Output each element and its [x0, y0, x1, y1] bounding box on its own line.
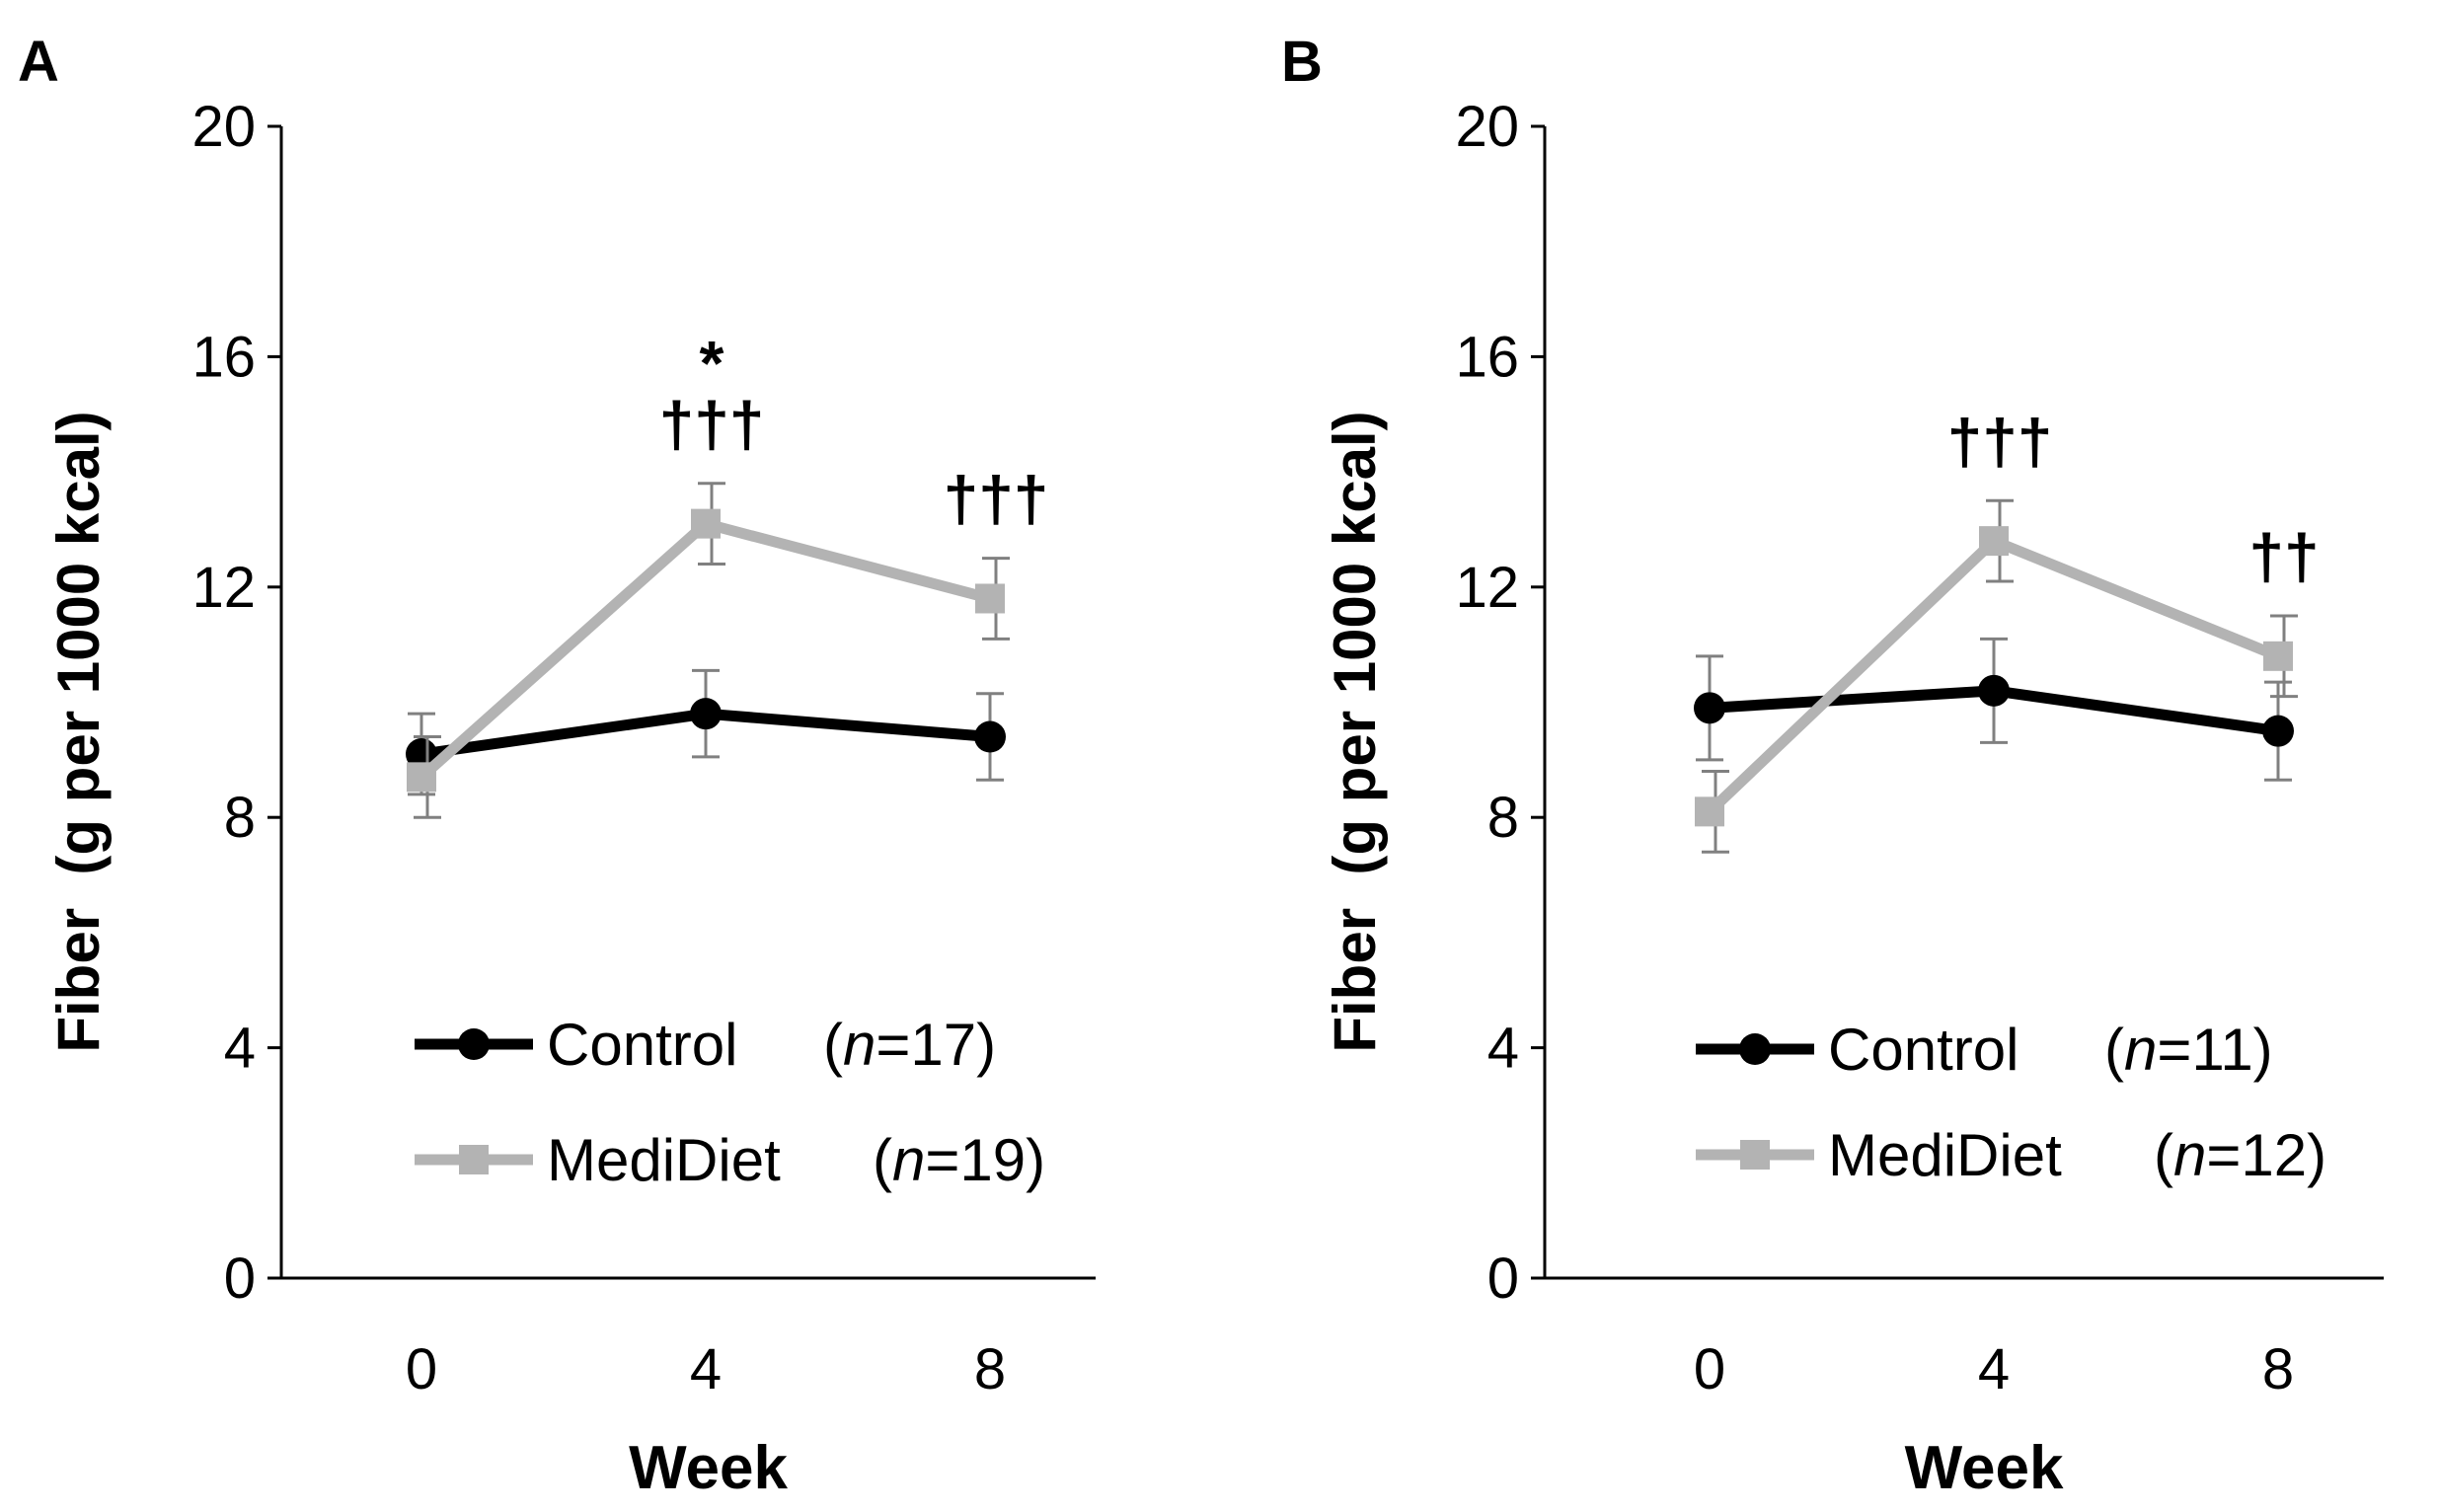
legend-label: MediDiet: [1828, 1122, 2062, 1188]
legend-n-italic: n: [843, 1012, 876, 1078]
x-axis-label: Week: [629, 1434, 788, 1502]
legend-marker: [1739, 1033, 1771, 1065]
significance-marker: *: [700, 328, 724, 399]
data-point: [1979, 526, 2009, 557]
x-tick-label: 0: [406, 1337, 437, 1401]
y-tick-label: 12: [191, 556, 256, 620]
significance-marker: †††: [944, 464, 1049, 535]
panel-label: B: [1281, 30, 1323, 94]
legend-n-italic: n: [892, 1127, 925, 1193]
panel-label: A: [18, 30, 59, 94]
chart-panel-b: B 0 4 8 12 16 20 0 4 8 Week Fiber (g per 1000 kcal)…: [1281, 30, 2384, 1502]
data-point: [974, 720, 1006, 753]
y-tick-label: 8: [1487, 786, 1519, 850]
legend-n-label: (n=11): [2104, 1017, 2273, 1083]
y-tick-label: 4: [1487, 1017, 1519, 1081]
data-point: [690, 698, 722, 730]
y-tick-label: 0: [1487, 1247, 1519, 1311]
y-tick-label: 16: [191, 325, 256, 389]
legend-marker: [459, 1145, 489, 1174]
legend-marker: [1740, 1140, 1770, 1170]
y-tick-label: 4: [224, 1017, 256, 1081]
legend-n-open: (: [823, 1012, 843, 1078]
legend-n-label: (n=17): [823, 1012, 996, 1078]
legend-marker: [458, 1028, 490, 1060]
data-point: [691, 508, 721, 539]
series-medidiet: [407, 482, 1010, 819]
x-tick-label: 0: [1694, 1337, 1725, 1401]
significance-marker: ††: [2248, 521, 2319, 592]
legend-n-value: =12): [2206, 1122, 2326, 1188]
data-point: [407, 762, 436, 793]
legend-n-value: =17): [876, 1012, 996, 1078]
y-axis-label: Fiber (g per 1000 kcal): [45, 411, 112, 1052]
data-point: [1978, 674, 2010, 707]
x-axis-label: Week: [1905, 1434, 2064, 1502]
x-tick-label: 8: [974, 1337, 1006, 1401]
legend-entry-control: Control (n=11): [1696, 1017, 2273, 1083]
x-tick-label: 4: [1978, 1337, 2010, 1401]
legend-n-open: (: [873, 1127, 892, 1193]
y-tick-label: 0: [224, 1247, 256, 1311]
data-point: [1695, 796, 1724, 827]
significance-marker: †††: [659, 389, 765, 460]
legend-n-open: (: [2154, 1122, 2173, 1188]
legend-n-italic: n: [2124, 1017, 2157, 1083]
legend-entry-medidiet: MediDiet (n=19): [415, 1127, 1045, 1193]
y-tick-label: 20: [191, 95, 256, 159]
data-point: [975, 583, 1005, 614]
legend-n-label: (n=19): [873, 1127, 1045, 1193]
legend-label: Control: [1828, 1017, 2019, 1083]
series-control: [406, 668, 1006, 796]
series-medidiet: [1695, 498, 2298, 854]
legend-entry-control: Control (n=17): [415, 1012, 996, 1078]
data-point: [2262, 715, 2294, 747]
data-point: [406, 738, 437, 771]
series-control: [1694, 637, 2294, 782]
y-tick-label: 16: [1455, 325, 1519, 389]
legend-n-value: =11): [2157, 1017, 2272, 1083]
x-tick-label: 4: [690, 1337, 722, 1401]
legend-n-value: =19): [925, 1127, 1045, 1193]
y-tick-label: 20: [1455, 95, 1519, 159]
legend-n-italic: n: [2173, 1122, 2206, 1188]
legend-n-open: (: [2104, 1017, 2124, 1083]
y-tick-label: 12: [1455, 556, 1519, 620]
chart-panel-a: A 0 4 8 12 16 20 0 4 8 Week Fiber (g per 1000 kcal)…: [18, 30, 1096, 1502]
legend-n-label: (n=12): [2154, 1122, 2326, 1188]
significance-marker: †††: [1947, 406, 2053, 477]
legend-label: MediDiet: [547, 1127, 781, 1193]
y-tick-label: 8: [224, 786, 256, 850]
legend-entry-medidiet: MediDiet (n=12): [1696, 1122, 2326, 1188]
data-point: [2263, 641, 2293, 671]
x-tick-label: 8: [2262, 1337, 2294, 1401]
legend-label: Control: [547, 1012, 737, 1078]
data-point: [1694, 692, 1725, 724]
y-axis-label: Fiber (g per 1000 kcal): [1322, 411, 1388, 1052]
